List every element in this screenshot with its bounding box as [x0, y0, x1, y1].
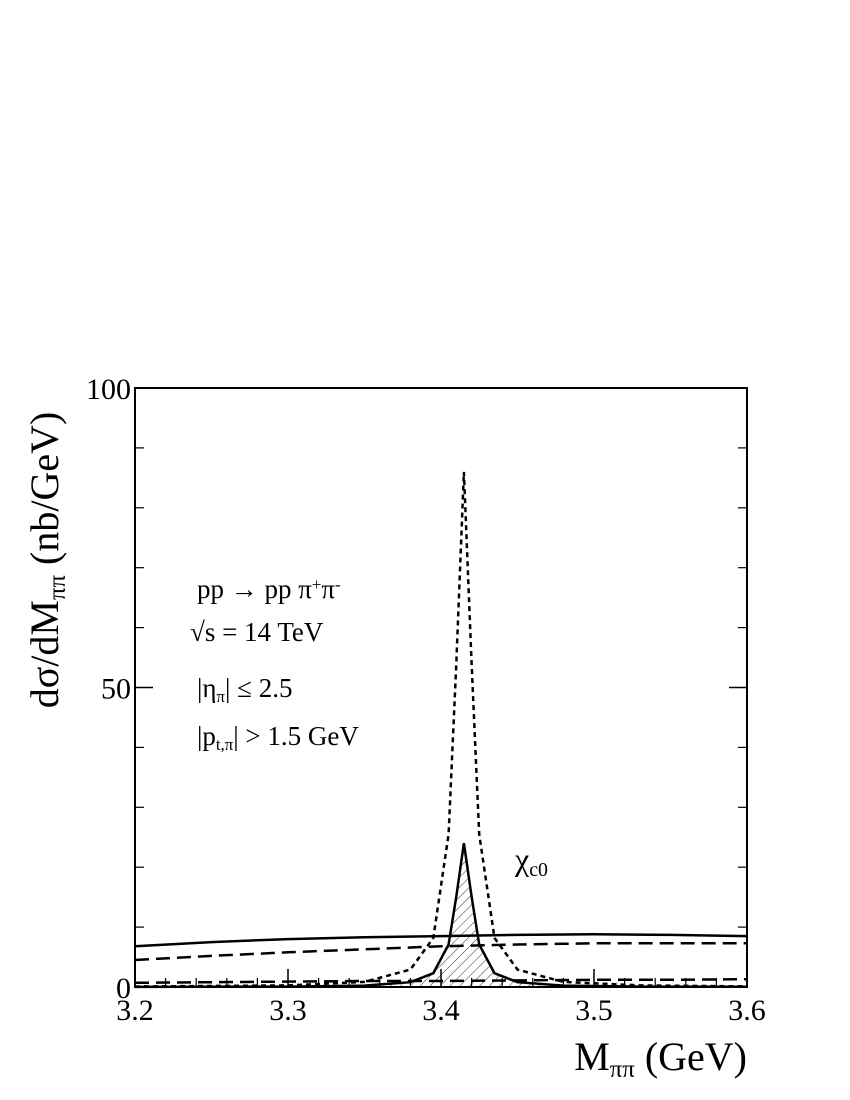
annotation: |pt,π| > 1.5 GeV [197, 721, 359, 754]
x-tick-label: 3.6 [728, 994, 766, 1027]
x-tick-label: 3.5 [575, 994, 613, 1027]
text-part: √s = 14 TeV [190, 617, 324, 647]
hatched-area [135, 843, 747, 987]
text-part: (GeV) [635, 1034, 747, 1079]
annotation: |ηπ| ≤ 2.5 [197, 673, 292, 706]
curve [134, 933, 748, 948]
text-part: | > 1.5 GeV [233, 721, 359, 751]
curve [134, 843, 748, 989]
y-tick-label: 0 [116, 972, 131, 1005]
y-tick-label: 100 [86, 373, 131, 406]
text-part: pp → pp π [197, 574, 312, 604]
text-part: π [217, 687, 226, 706]
text-part: dσ/dM [22, 600, 67, 708]
annotation: pp → pp π+π- [197, 574, 341, 604]
text-part: c0 [529, 859, 548, 881]
annotation: √s = 14 TeV [190, 617, 324, 647]
text-part: M [574, 1034, 610, 1079]
text-part: + [312, 575, 321, 594]
text-part: - [335, 575, 341, 594]
x-tick-label: 3.4 [422, 994, 460, 1027]
y-tick-label: 50 [101, 673, 131, 706]
curve [134, 942, 747, 962]
text-part: |η [197, 673, 217, 703]
curve [134, 471, 748, 988]
x-tick-label: 3.3 [269, 994, 307, 1027]
text-part: | ≤ 2.5 [225, 673, 292, 703]
text-part: ππ [610, 1056, 636, 1083]
text-part: π [321, 574, 335, 604]
text-part: t,π [216, 735, 234, 754]
y-axis-label: dσ/dMππ (nb/GeV) [22, 412, 71, 709]
text-part: |p [197, 721, 216, 751]
annotation: χc0 [514, 841, 548, 881]
text-part: ππ [44, 575, 71, 601]
text-part: (nb/GeV) [22, 412, 67, 575]
x-axis-label: Mππ (GeV) [574, 1034, 747, 1083]
text-part: χ [514, 841, 530, 877]
x-tick-label: 3.2 [116, 994, 154, 1027]
